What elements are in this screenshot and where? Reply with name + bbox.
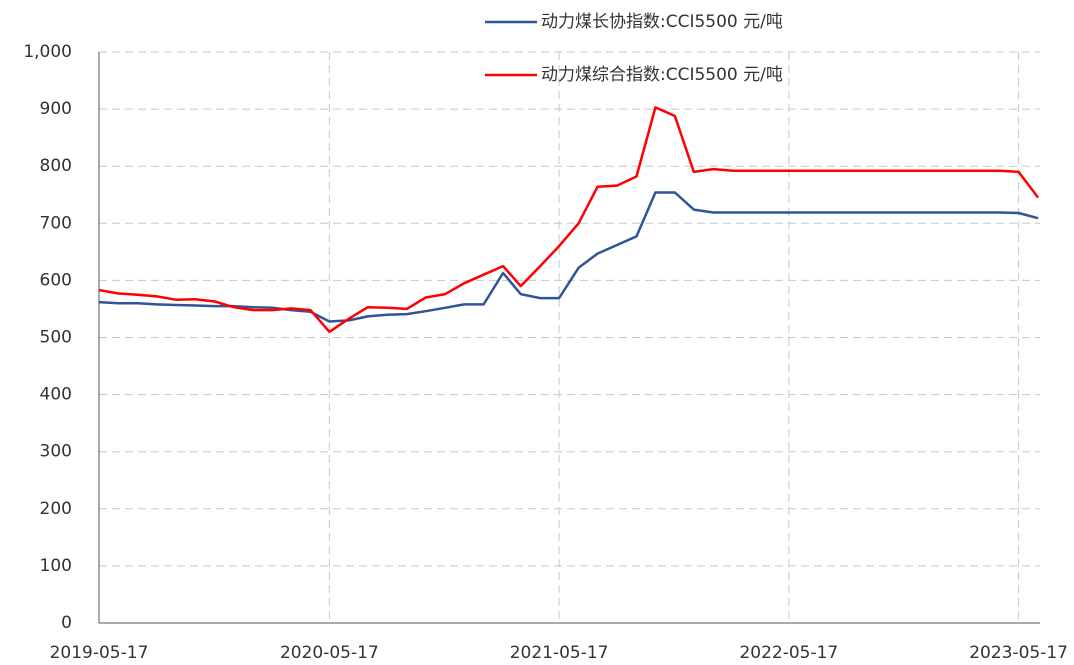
x-tick-label: 2020-05-17 (280, 643, 379, 663)
y-tick-label: 200 (40, 499, 72, 519)
y-tick-label: 900 (40, 99, 72, 119)
legend-label: 动力煤长协指数:CCI5500 元/吨 (541, 12, 783, 32)
x-tick-label: 2021-05-17 (510, 643, 609, 663)
legend-label: 动力煤综合指数:CCI5500 元/吨 (541, 65, 783, 85)
y-tick-label: 100 (40, 556, 72, 576)
y-tick-label: 800 (40, 156, 72, 176)
x-tick-label: 2022-05-17 (739, 643, 838, 663)
y-tick-label: 0 (61, 613, 72, 633)
x-tick-label: 2019-05-17 (50, 643, 149, 663)
x-tick-label: 2023-05-17 (969, 643, 1068, 663)
y-tick-label: 500 (40, 328, 72, 348)
series-line (98, 106, 1040, 334)
y-tick-label: 400 (40, 385, 72, 405)
y-tick-label: 700 (40, 213, 72, 233)
y-tick-label: 300 (40, 442, 72, 462)
series-line (98, 191, 1039, 323)
y-tick-label: 600 (40, 270, 72, 290)
y-tick-label: 1,000 (23, 42, 72, 62)
